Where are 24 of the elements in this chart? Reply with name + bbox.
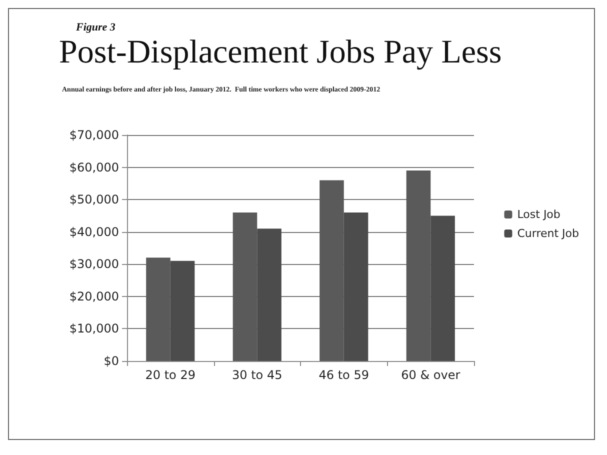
bar: [232, 212, 258, 361]
bar: [406, 170, 431, 361]
y-tick-label: $0: [104, 354, 119, 368]
y-tick-label: $60,000: [69, 160, 119, 174]
bar: [257, 228, 282, 361]
x-tick-label: 30 to 45: [232, 368, 282, 382]
legend-label: Current Job: [517, 227, 580, 240]
bar: [320, 180, 344, 361]
caption: Figure 3: [75, 22, 116, 34]
y-tick-label: $40,000: [69, 224, 119, 239]
x-tick-label: 20 to 29: [145, 368, 196, 382]
bar: [430, 216, 455, 361]
y-tick-label: $70,000: [69, 128, 119, 142]
y-tick-label: $30,000: [69, 257, 119, 272]
legend-label: Lost Job: [517, 208, 560, 221]
bar: [146, 258, 170, 361]
chart-title: Post-Displacement Jobs Pay Less: [59, 34, 502, 70]
y-tick-label: $20,000: [69, 289, 119, 304]
y-tick-label: $50,000: [69, 192, 119, 207]
x-tick-label: 60 & over: [401, 368, 460, 382]
x-tick-label: 46 to 59: [318, 368, 369, 382]
y-tick-label: $10,000: [69, 322, 119, 336]
bar: [170, 260, 195, 361]
bar: [344, 212, 368, 361]
